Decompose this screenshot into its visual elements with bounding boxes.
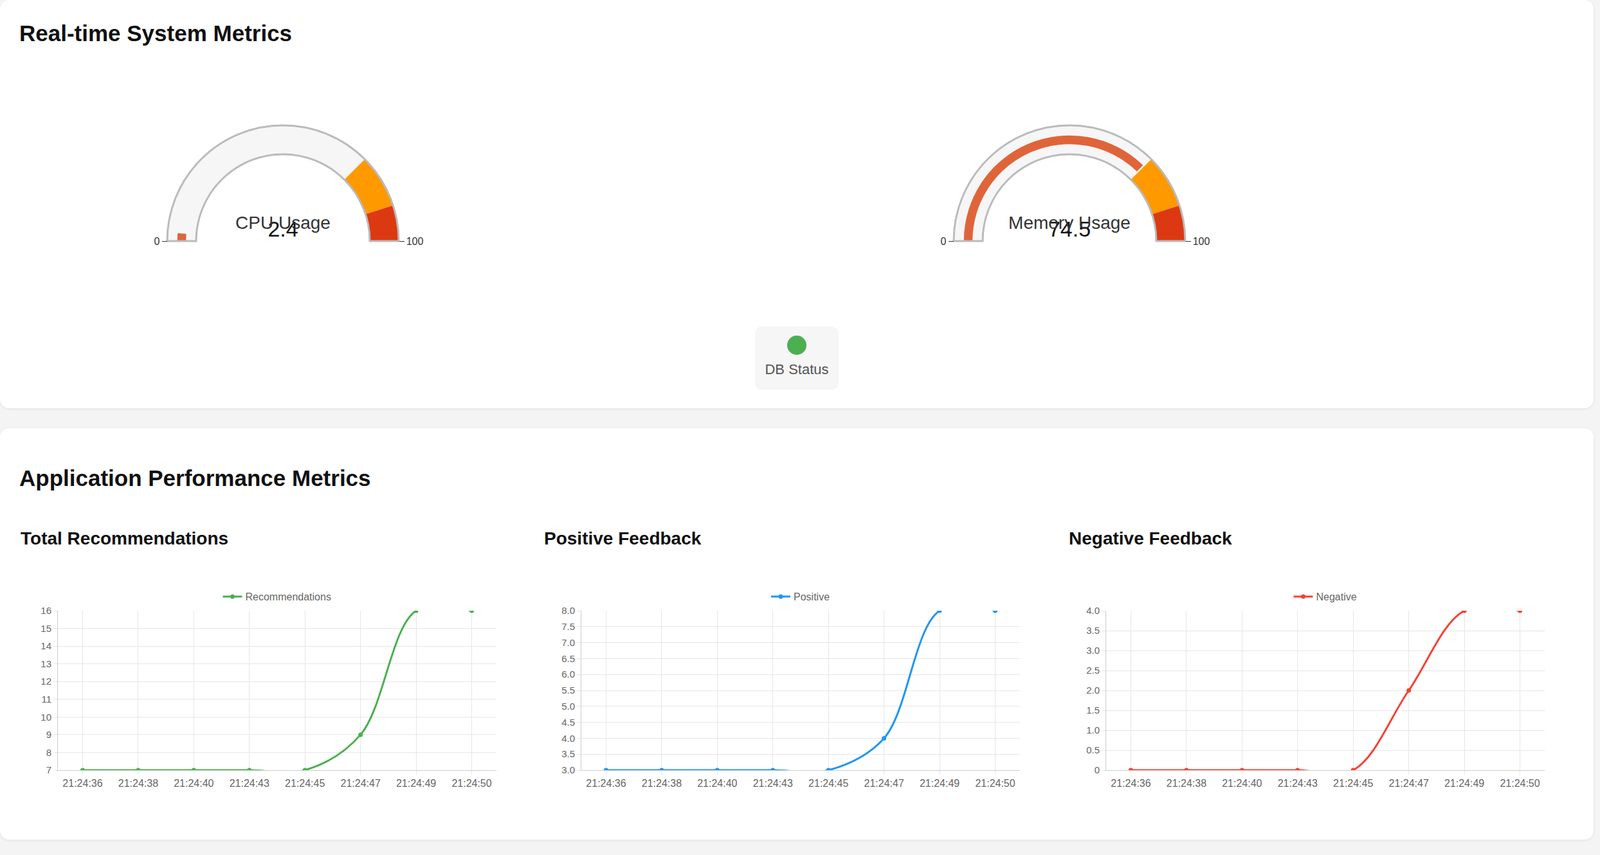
svg-text:21:24:38: 21:24:38: [641, 778, 682, 790]
svg-text:21:24:43: 21:24:43: [229, 778, 270, 790]
svg-text:15: 15: [40, 623, 52, 635]
svg-text:2.5: 2.5: [1086, 664, 1100, 676]
html-text:DB Status: DB Status: [764, 361, 829, 378]
svg-text:Positive: Positive: [793, 591, 830, 603]
svg-text:21:24:43: 21:24:43: [753, 778, 793, 790]
svg-text:Recommendations: Recommendations: [245, 591, 332, 603]
svg-text:21:24:45: 21:24:45: [1333, 778, 1373, 790]
svg-text:21:24:50: 21:24:50: [974, 778, 1015, 790]
svg-text:0: 0: [153, 236, 160, 247]
svg-text:8.0: 8.0: [561, 605, 575, 617]
svg-text:21:24:40: 21:24:40: [1221, 778, 1262, 790]
svg-text:21:24:38: 21:24:38: [118, 778, 159, 790]
svg-text:21:24:47: 21:24:47: [864, 778, 905, 790]
svg-text:21:24:49: 21:24:49: [919, 778, 960, 790]
svg-text:21:24:38: 21:24:38: [1166, 778, 1207, 790]
html-text:Total Recommendations: Total Recommendations: [20, 528, 229, 549]
svg-text:21:24:49: 21:24:49: [396, 778, 437, 790]
svg-text:6.5: 6.5: [561, 653, 575, 665]
svg-text:21:24:49: 21:24:49: [1444, 778, 1485, 790]
html-text:Application Performance Metric: Application Performance Metrics: [19, 465, 371, 491]
svg-text:9: 9: [46, 729, 52, 741]
svg-text:Memory Usage: Memory Usage: [1008, 212, 1131, 233]
svg-text:100: 100: [1192, 236, 1211, 247]
svg-text:21:24:50: 21:24:50: [1499, 778, 1540, 790]
svg-text:7.5: 7.5: [561, 621, 575, 633]
svg-text:21:24:47: 21:24:47: [340, 778, 381, 790]
svg-text:21:24:50: 21:24:50: [451, 778, 492, 790]
svg-text:2.0: 2.0: [1086, 684, 1100, 696]
svg-text:3.0: 3.0: [1086, 645, 1100, 656]
svg-text:1.0: 1.0: [1086, 724, 1100, 736]
svg-text:Negative: Negative: [1316, 591, 1357, 603]
svg-text:21:24:36: 21:24:36: [62, 778, 103, 790]
svg-text:3.0: 3.0: [561, 764, 575, 776]
svg-text:2.4: 2.4: [267, 216, 298, 242]
svg-text:21:24:40: 21:24:40: [173, 778, 214, 790]
svg-text:11: 11: [41, 693, 52, 705]
svg-text:7: 7: [46, 764, 52, 776]
svg-text:21:24:40: 21:24:40: [697, 778, 737, 790]
svg-text:74.5: 74.5: [1048, 216, 1091, 242]
html-text:Negative Feedback: Negative Feedback: [1068, 528, 1232, 549]
svg-text:5.5: 5.5: [561, 684, 575, 696]
svg-text:8: 8: [46, 747, 52, 759]
svg-text:0: 0: [940, 236, 946, 247]
svg-text:13: 13: [40, 658, 52, 670]
svg-text:4.0: 4.0: [1086, 605, 1100, 617]
svg-text:21:24:36: 21:24:36: [1110, 778, 1151, 790]
svg-text:10: 10: [40, 711, 52, 723]
svg-text:3.5: 3.5: [1086, 625, 1100, 637]
html-text:Real-time System Metrics: Real-time System Metrics: [19, 20, 293, 46]
svg-text:4.0: 4.0: [561, 733, 575, 745]
svg-text:5.0: 5.0: [561, 700, 575, 712]
svg-text:21:24:36: 21:24:36: [585, 778, 626, 790]
svg-text:14: 14: [40, 640, 52, 652]
svg-text:CPU Usage: CPU Usage: [235, 212, 331, 233]
svg-text:21:24:43: 21:24:43: [1277, 778, 1318, 790]
svg-text:7.0: 7.0: [561, 637, 575, 649]
svg-text:0: 0: [1094, 764, 1100, 776]
svg-text:4.5: 4.5: [561, 717, 575, 728]
svg-text:100: 100: [406, 236, 424, 247]
svg-text:21:24:47: 21:24:47: [1389, 778, 1429, 790]
svg-text:6.0: 6.0: [561, 668, 575, 680]
svg-text:1.5: 1.5: [1086, 704, 1100, 716]
svg-text:21:24:45: 21:24:45: [284, 778, 325, 790]
svg-text:21:24:45: 21:24:45: [808, 778, 849, 790]
svg-text:16: 16: [40, 605, 52, 617]
html-text:Positive Feedback: Positive Feedback: [544, 528, 702, 549]
svg-text:0.5: 0.5: [1086, 744, 1100, 756]
svg-text:12: 12: [40, 675, 52, 687]
svg-text:3.5: 3.5: [561, 748, 575, 760]
